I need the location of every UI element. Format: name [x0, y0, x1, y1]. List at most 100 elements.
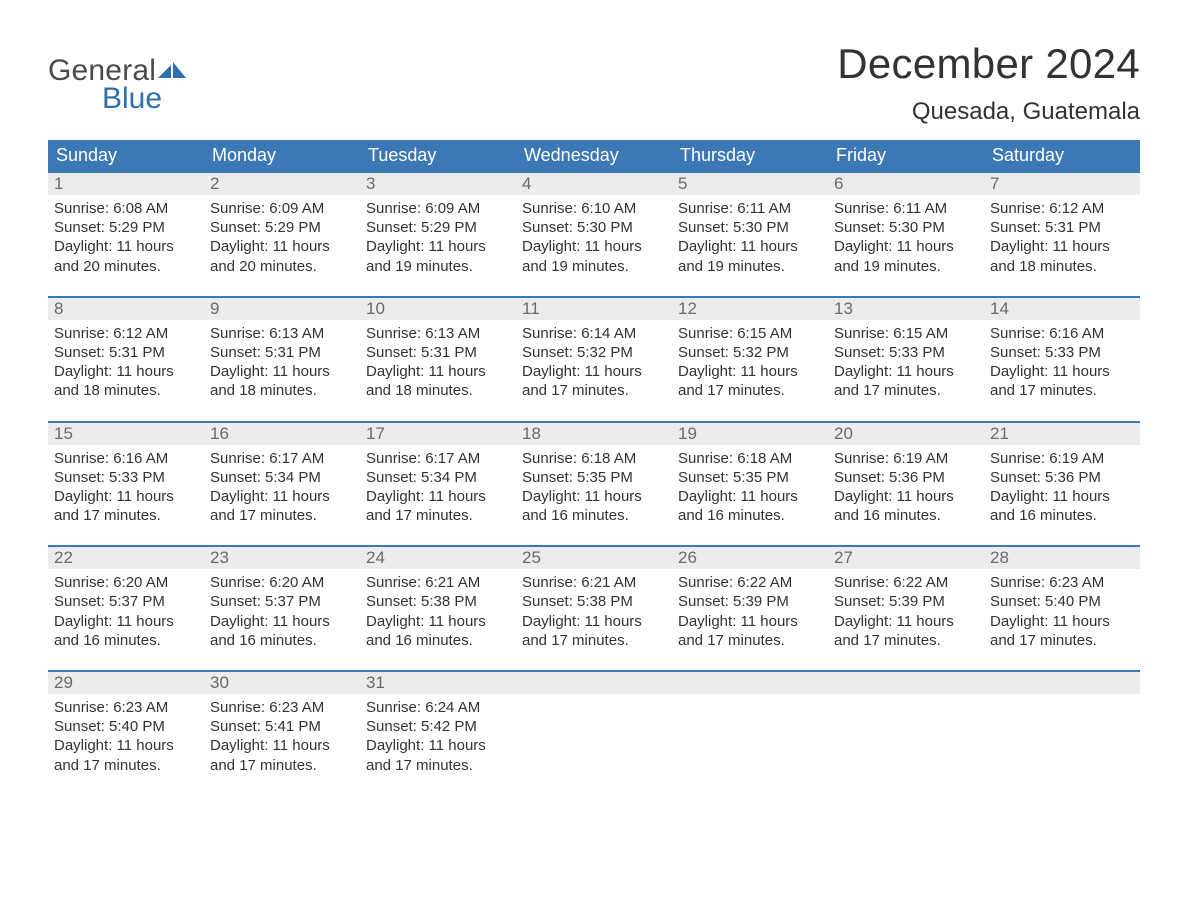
day-number: 14: [984, 298, 1140, 320]
daylight-line2: and 16 minutes.: [834, 506, 978, 525]
day-details: Sunrise: 6:22 AMSunset: 5:39 PMDaylight:…: [672, 569, 828, 650]
daylight-line2: and 16 minutes.: [210, 631, 354, 650]
sunrise-text: Sunrise: 6:13 AM: [366, 324, 510, 343]
daylight-line1: Daylight: 11 hours: [210, 237, 354, 256]
day-content-row: Sunrise: 6:16 AMSunset: 5:33 PMDaylight:…: [48, 445, 1140, 546]
day-number: 12: [672, 298, 828, 320]
day-content-row: Sunrise: 6:23 AMSunset: 5:40 PM Daylight:…: [48, 694, 1140, 795]
day-details: [672, 694, 828, 775]
day-number: [516, 672, 672, 694]
daylight-line1: Daylight: 11 hours: [210, 736, 354, 755]
daylight-line1: Daylight: 11 hours: [834, 362, 978, 381]
day-number: 2: [204, 173, 360, 195]
sunrise-text: Sunrise: 6:14 AM: [522, 324, 666, 343]
day-number: [672, 672, 828, 694]
day-details: Sunrise: 6:11 AMSunset: 5:30 PMDaylight:…: [828, 195, 984, 276]
sunrise-text: Sunrise: 6:10 AM: [522, 199, 666, 218]
day-details: Sunrise: 6:17 AMSunset: 5:34 PMDaylight:…: [360, 445, 516, 526]
sunrise-text: Sunrise: 6:12 AM: [990, 199, 1134, 218]
logo: General Blue: [48, 54, 186, 116]
daylight-line1: Daylight: 11 hours: [834, 612, 978, 631]
day-details: [984, 694, 1140, 775]
sunset-text: Sunset: 5:34 PM: [210, 468, 354, 487]
daylight-line1: Daylight: 11 hours: [210, 612, 354, 631]
daylight-line1: Daylight: 11 hours: [366, 237, 510, 256]
sunrise-text: Sunrise: 6:08 AM: [54, 199, 198, 218]
daylight-line1: Daylight: 11 hours: [54, 237, 198, 256]
day-number: 29: [48, 672, 204, 694]
calendar-week: 1234567Sunrise: 6:08 AMSunset: 5:29 PMDa…: [48, 171, 1140, 296]
day-details: Sunrise: 6:24 AMSunset: 5:42 PMDaylight:…: [360, 694, 516, 775]
daylight-line2: and 19 minutes.: [834, 257, 978, 276]
day-details: Sunrise: 6:08 AMSunset: 5:29 PMDaylight:…: [48, 195, 204, 276]
calendar-week: 22232425262728Sunrise: 6:20 AMSunset: 5:…: [48, 545, 1140, 670]
daylight-line2: and 17 minutes.: [522, 631, 666, 650]
daylight-line2: and 17 minutes.: [522, 381, 666, 400]
daylight-line2: and 19 minutes.: [678, 257, 822, 276]
day-content-row: Sunrise: 6:08 AMSunset: 5:29 PMDaylight:…: [48, 195, 1140, 296]
dow-friday: Friday: [828, 140, 984, 171]
day-details: Sunrise: 6:20 AMSunset: 5:37 PMDaylight:…: [48, 569, 204, 650]
day-number: [984, 672, 1140, 694]
sunrise-text: Sunrise: 6:18 AM: [678, 449, 822, 468]
weeks-container: 1234567Sunrise: 6:08 AMSunset: 5:29 PMDa…: [48, 171, 1140, 795]
daylight-line1: Daylight: 11 hours: [522, 362, 666, 381]
sunrise-text: Sunrise: 6:23 AM: [990, 573, 1134, 592]
sunrise-text: Sunrise: 6:09 AM: [210, 199, 354, 218]
day-details: Sunrise: 6:09 AMSunset: 5:29 PMDaylight:…: [204, 195, 360, 276]
day-number: 23: [204, 547, 360, 569]
day-number: 25: [516, 547, 672, 569]
day-details: Sunrise: 6:15 AMSunset: 5:33 PMDaylight:…: [828, 320, 984, 401]
daylight-line2: and 18 minutes.: [366, 381, 510, 400]
daylight-line1: Daylight: 11 hours: [366, 736, 510, 755]
day-content-row: Sunrise: 6:12 AMSunset: 5:31 PMDaylight:…: [48, 320, 1140, 421]
sunset-text: Sunset: 5:37 PM: [210, 592, 354, 611]
sunset-text: Sunset: 5:40 PM: [54, 717, 198, 736]
daylight-line2: and 16 minutes.: [990, 506, 1134, 525]
calendar-week: 15161718192021Sunrise: 6:16 AMSunset: 5:…: [48, 421, 1140, 546]
day-number: 3: [360, 173, 516, 195]
calendar-week: 891011121314Sunrise: 6:12 AMSunset: 5:31…: [48, 296, 1140, 421]
daylight-line2: and 17 minutes.: [990, 631, 1134, 650]
day-details: Sunrise: 6:19 AMSunset: 5:36 PMDaylight:…: [828, 445, 984, 526]
day-number: 17: [360, 423, 516, 445]
daylight-line2: and 18 minutes.: [990, 257, 1134, 276]
sunrise-text: Sunrise: 6:16 AM: [54, 449, 198, 468]
day-details: Sunrise: 6:15 AMSunset: 5:32 PMDaylight:…: [672, 320, 828, 401]
sunset-text: Sunset: 5:31 PM: [990, 218, 1134, 237]
day-number: 18: [516, 423, 672, 445]
sunrise-text: Sunrise: 6:11 AM: [834, 199, 978, 218]
sunset-text: Sunset: 5:33 PM: [990, 343, 1134, 362]
daylight-line2: and 20 minutes.: [54, 257, 198, 276]
day-number: 21: [984, 423, 1140, 445]
sunrise-text: Sunrise: 6:15 AM: [834, 324, 978, 343]
sunset-text: Sunset: 5:35 PM: [522, 468, 666, 487]
sunset-text: Sunset: 5:29 PM: [54, 218, 198, 237]
day-details: Sunrise: 6:12 AMSunset: 5:31 PMDaylight:…: [48, 320, 204, 401]
sunset-text: Sunset: 5:30 PM: [678, 218, 822, 237]
sunset-text: Sunset: 5:29 PM: [366, 218, 510, 237]
daylight-line2: and 18 minutes.: [210, 381, 354, 400]
sunset-text: Sunset: 5:38 PM: [522, 592, 666, 611]
day-details: Sunrise: 6:23 AMSunset: 5:41 PMDaylight:…: [204, 694, 360, 775]
daylight-line2: and 17 minutes.: [990, 381, 1134, 400]
sunset-text: Sunset: 5:34 PM: [366, 468, 510, 487]
day-number: 10: [360, 298, 516, 320]
day-details: [828, 694, 984, 775]
sunrise-text: Sunrise: 6:15 AM: [678, 324, 822, 343]
sunrise-text: Sunrise: 6:16 AM: [990, 324, 1134, 343]
day-number-row: 293031: [48, 670, 1140, 694]
sunset-text: Sunset: 5:33 PM: [834, 343, 978, 362]
daylight-line2: and 18 minutes.: [54, 381, 198, 400]
daylight-line2: and 16 minutes.: [522, 506, 666, 525]
sunset-text: Sunset: 5:32 PM: [678, 343, 822, 362]
day-details: Sunrise: 6:23 AMSunset: 5:40 PMDaylight:…: [48, 694, 204, 775]
daylight-line2: and 17 minutes.: [366, 756, 510, 775]
day-details: Sunrise: 6:13 AMSunset: 5:31 PMDaylight:…: [204, 320, 360, 401]
daylight-line1: Daylight: 11 hours: [678, 612, 822, 631]
daylight-line1: Daylight: 11 hours: [366, 362, 510, 381]
sunrise-text: Sunrise: 6:19 AM: [990, 449, 1134, 468]
sunrise-text: Sunrise: 6:17 AM: [210, 449, 354, 468]
sunrise-text: Sunrise: 6:23 AM: [54, 698, 198, 717]
sunrise-text: Sunrise: 6:17 AM: [366, 449, 510, 468]
